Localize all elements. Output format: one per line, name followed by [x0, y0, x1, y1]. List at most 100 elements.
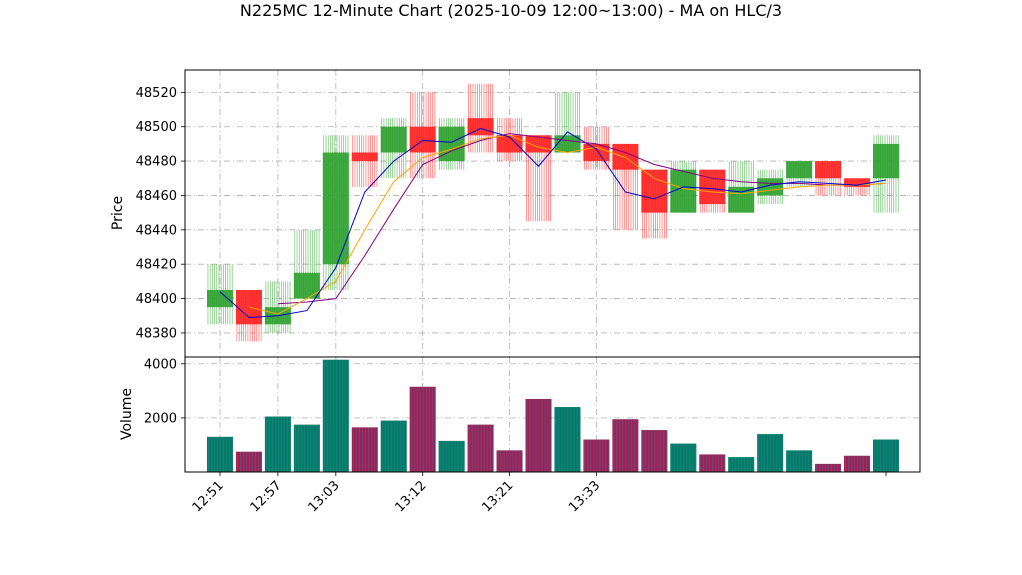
candle-body — [872, 143, 900, 179]
volume-bar-fill — [351, 427, 378, 472]
candle-body — [322, 152, 349, 265]
volume-tick-label: 4000 — [144, 357, 177, 372]
candle-body — [786, 161, 813, 179]
candle — [438, 118, 465, 170]
price-tick-label: 48380 — [136, 326, 177, 341]
volume-bar-fill — [206, 436, 234, 472]
volume-bar — [872, 439, 900, 472]
candle-body — [235, 289, 262, 325]
candle-body — [670, 169, 697, 213]
volume-bar — [583, 439, 610, 472]
volume-bar — [264, 416, 291, 472]
volume-bar — [438, 440, 465, 472]
x-tick-label: 13:33 — [566, 478, 603, 515]
volume-bar-fill — [235, 451, 262, 472]
candle-body — [699, 169, 726, 205]
volume-bar — [844, 455, 871, 472]
candle — [872, 135, 900, 213]
candle — [206, 264, 234, 325]
volume-bar-fill — [699, 454, 726, 472]
volume-bar-fill — [525, 398, 552, 472]
volume-bar-fill — [583, 439, 610, 472]
x-tick-label: 12:51 — [190, 478, 227, 515]
x-tick-label: 13:21 — [479, 478, 516, 515]
candle-body — [351, 152, 378, 162]
candle — [670, 161, 697, 213]
candle-body — [844, 178, 871, 187]
candle-body — [206, 289, 234, 308]
volume-bar — [293, 424, 320, 472]
chart-title: N225MC 12-Minute Chart (2025-10-09 12:00… — [240, 1, 782, 20]
volume-bar-fill — [554, 407, 581, 472]
candle — [641, 169, 668, 239]
candle-body — [409, 126, 436, 153]
volume-bar-fill — [728, 457, 755, 472]
volume-bar — [815, 463, 842, 472]
volume-bar — [699, 454, 726, 472]
volume-bar — [757, 434, 784, 472]
volume-bar-fill — [293, 424, 320, 472]
candle — [380, 118, 407, 179]
price-panel-frame — [184, 69, 921, 358]
x-tick-label: 13:03 — [306, 478, 343, 515]
x-axis: 12:51 12:57 13:03 13:12 13:21 13:33 — [190, 472, 887, 515]
volume-bar — [467, 424, 494, 472]
candle — [525, 135, 552, 222]
price-tick-label: 48400 — [136, 292, 177, 307]
volume-bar — [351, 427, 378, 472]
volume-bar-fill — [409, 386, 436, 472]
candle — [815, 161, 842, 196]
candle-body — [496, 135, 523, 153]
ma-fast-line — [219, 127, 887, 319]
volume-panel-frame — [184, 356, 921, 473]
volume-bar — [728, 457, 755, 472]
price-panel: 48380 48400 48420 48440 48460 48480 48500 48520 — [136, 69, 921, 358]
volume-bar — [670, 443, 697, 472]
price-tick-label: 48520 — [136, 86, 177, 101]
volume-bar-fill — [438, 440, 465, 472]
volume-panel: 2000 4000 — [144, 356, 921, 473]
candle — [844, 178, 871, 196]
volume-bar-fill — [757, 434, 784, 472]
candle — [496, 118, 523, 162]
price-axis-title: Price — [110, 196, 126, 230]
volume-bar-fill — [322, 359, 349, 472]
candle — [351, 135, 378, 187]
candle-body — [815, 161, 842, 179]
volume-bar — [641, 430, 668, 472]
price-tick-label: 48460 — [136, 189, 177, 204]
price-tick-label: 48500 — [136, 120, 177, 135]
volume-bar — [409, 386, 436, 472]
candle-body — [612, 143, 639, 170]
volume-bar — [380, 420, 407, 472]
volume-bar — [235, 451, 262, 472]
candle — [293, 229, 320, 299]
volume-bar-fill — [786, 450, 813, 472]
candle-body — [293, 272, 320, 299]
volume-bar — [322, 359, 349, 472]
x-tick-label: 12:57 — [248, 478, 285, 515]
candle — [264, 281, 291, 333]
volume-bar — [612, 419, 639, 472]
volume-bar — [554, 407, 581, 472]
price-tick-label: 48440 — [136, 223, 177, 238]
volume-bar — [525, 398, 552, 472]
candle-body — [641, 169, 668, 213]
candle — [467, 83, 494, 153]
volume-bar — [206, 436, 234, 472]
candle — [728, 161, 755, 213]
volume-bar-fill — [641, 430, 668, 472]
candle-body — [380, 126, 407, 153]
candle-body — [438, 126, 465, 162]
volume-bar-fill — [815, 463, 842, 472]
volume-bar — [496, 450, 523, 472]
volume-bar-fill — [670, 443, 697, 472]
volume-bar-fill — [612, 419, 639, 472]
price-tick-label: 48480 — [136, 155, 177, 170]
volume-axis-title: Volume — [119, 388, 135, 440]
volume-bar-fill — [380, 420, 407, 472]
volume-bar-fill — [264, 416, 291, 472]
candle — [409, 92, 436, 179]
price-tick-label: 48420 — [136, 258, 177, 273]
